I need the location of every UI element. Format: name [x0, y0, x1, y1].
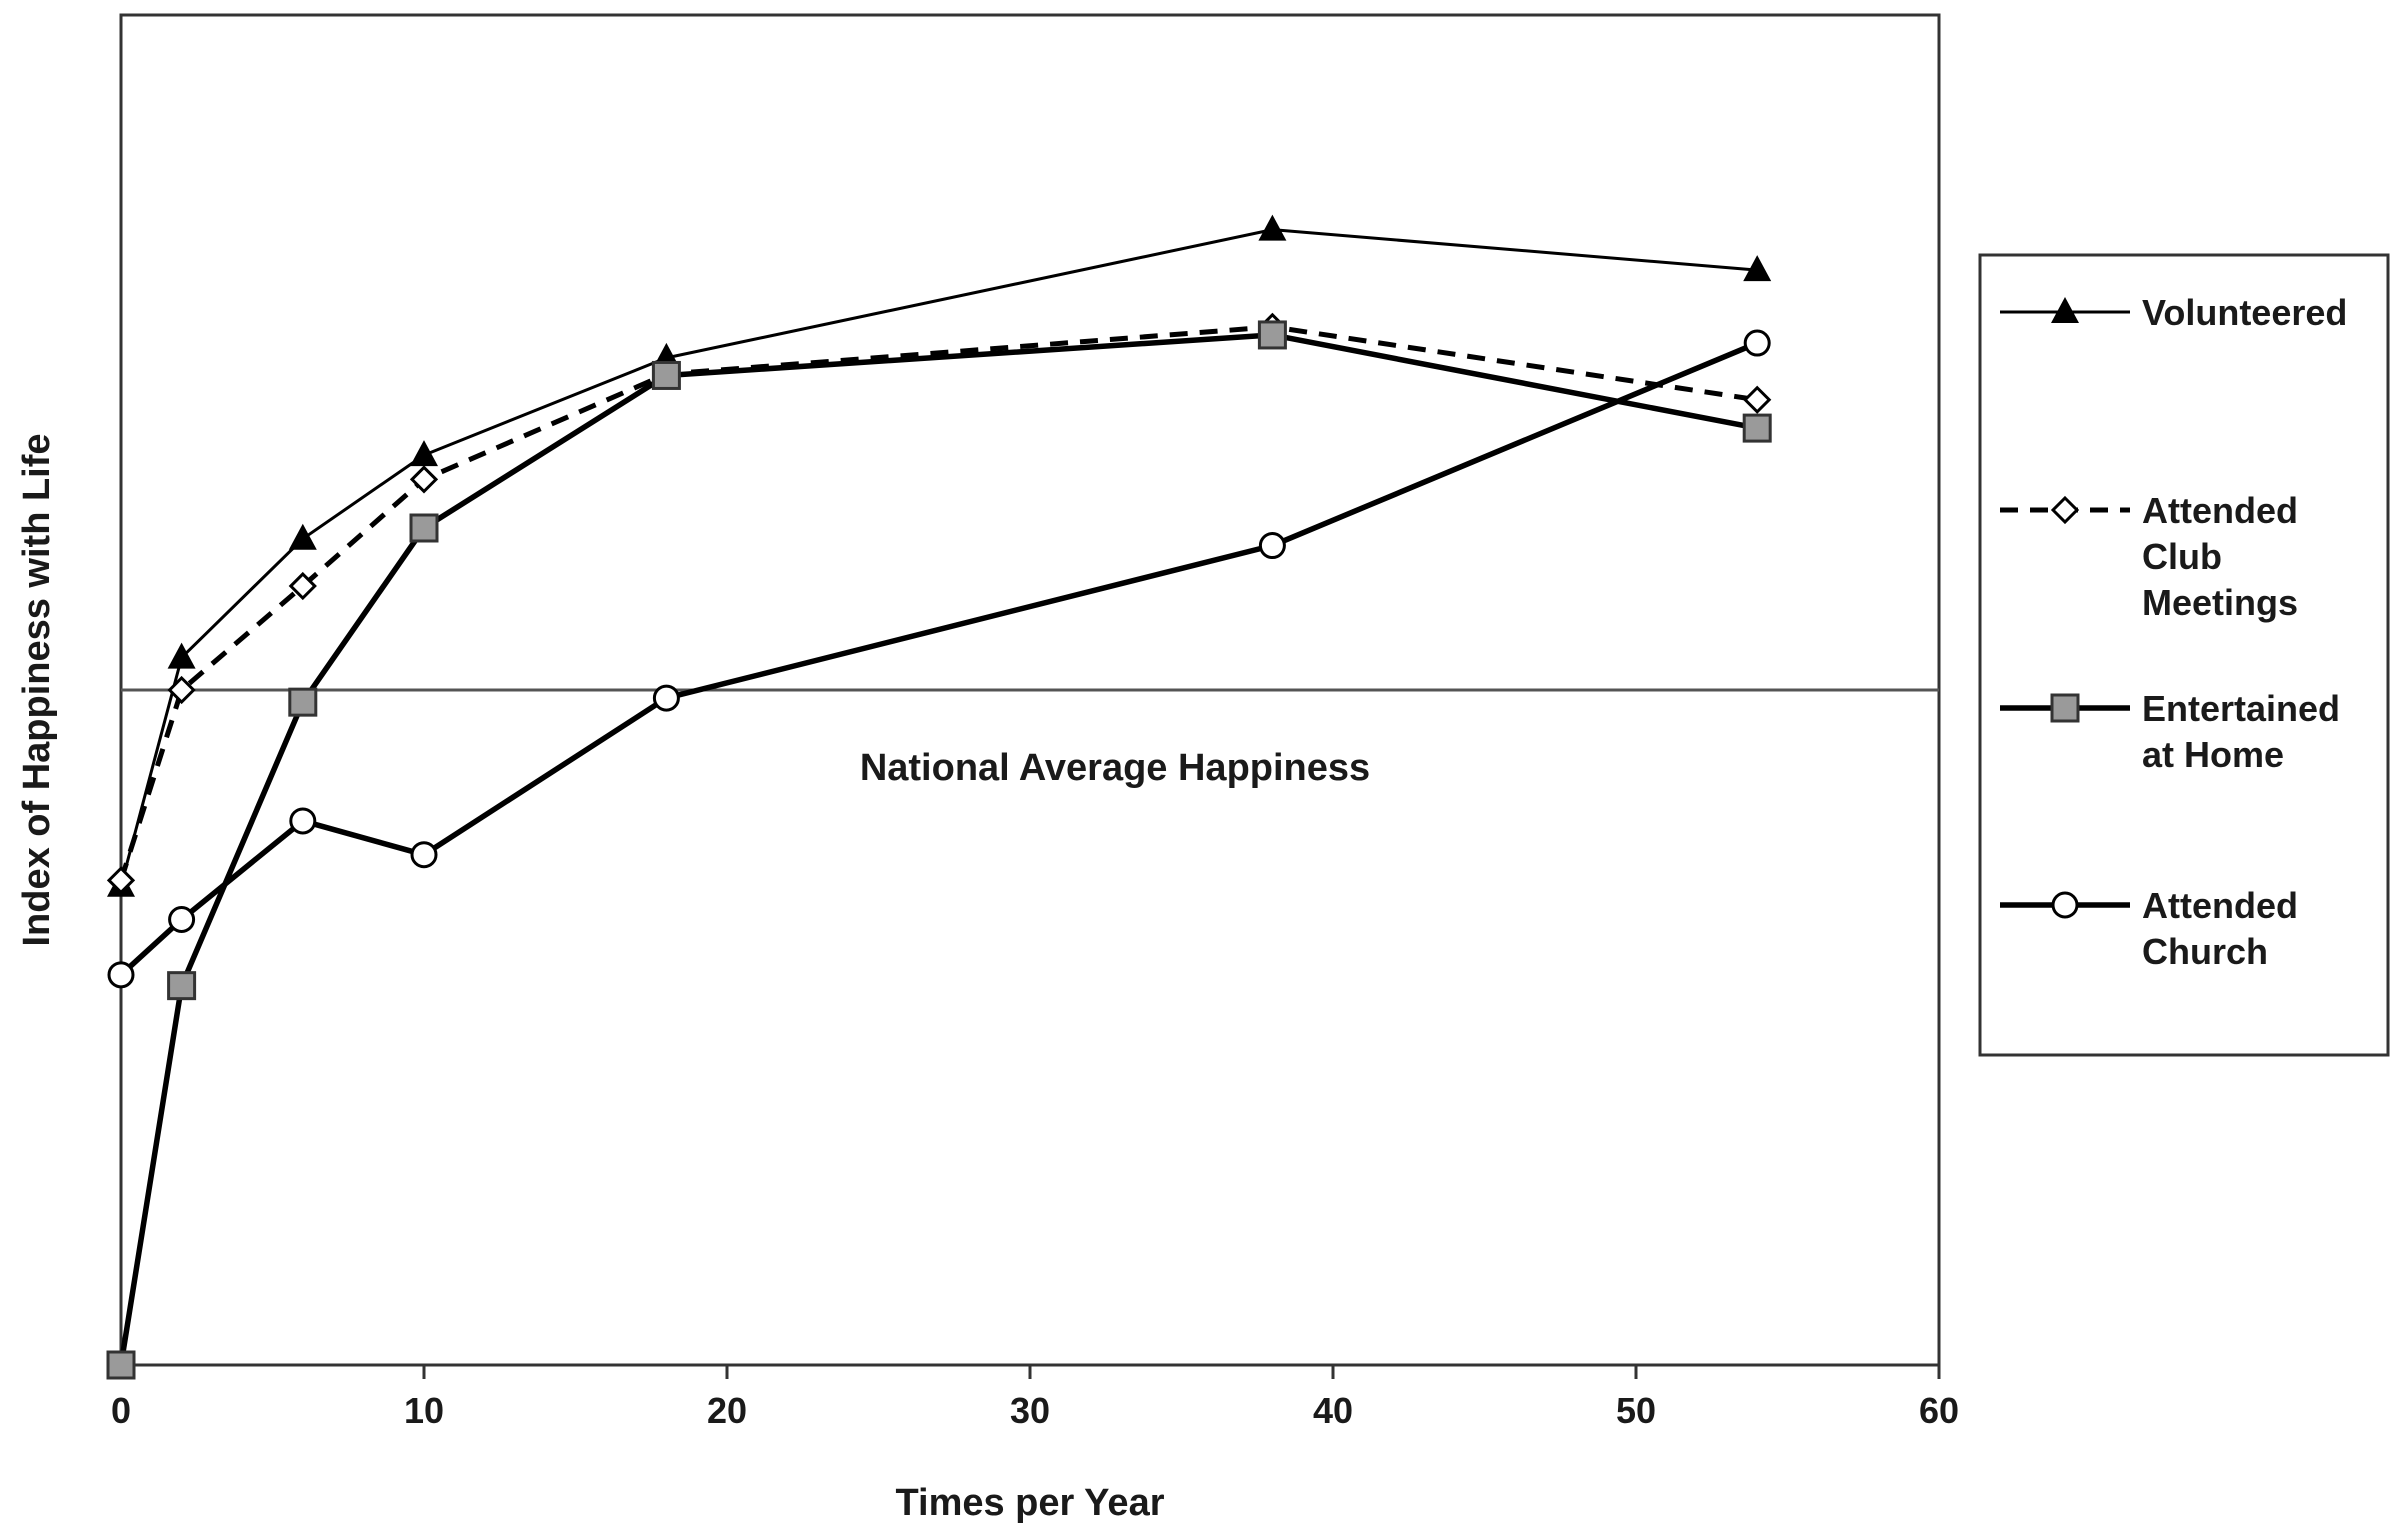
legend: Volunteered Attended Club Meetings Entertain…: [1978, 253, 2390, 1057]
national-average-label: National Average Happiness: [860, 747, 1370, 789]
data-point: [1742, 413, 1772, 443]
data-point: [288, 687, 318, 717]
data-point: [289, 807, 317, 835]
legend-items: Volunteered Attended Club Meetings Entertain…: [2000, 292, 2347, 972]
legend-swatch-marker: [2050, 693, 2080, 723]
legend-box: [1978, 253, 2390, 1057]
reference-line-group: National Average Happiness: [121, 688, 1939, 789]
data-point: [1258, 214, 1287, 241]
x-tick-label: 0: [111, 1390, 131, 1431]
data-point: [106, 1350, 136, 1380]
legend-label: Entertained at Home: [2142, 688, 2340, 775]
data-point: [1257, 320, 1287, 350]
data-point: [409, 513, 439, 543]
data-point: [1743, 329, 1771, 357]
data-point: [288, 523, 317, 550]
legend-item-volunteered: Volunteered: [2000, 292, 2347, 333]
series-layer: [106, 214, 1772, 1380]
data-point: [1258, 532, 1286, 560]
legend-label: Attended Club Meetings: [2142, 490, 2298, 623]
data-point: [107, 961, 135, 989]
x-axis-title: Times per Year: [895, 1482, 1164, 1523]
data-point: [651, 360, 681, 390]
x-tick-label: 30: [1010, 1390, 1050, 1431]
data-point: [106, 866, 136, 895]
x-tick-label: 60: [1919, 1390, 1959, 1431]
data-point: [410, 841, 438, 869]
legend-swatch-marker: [2051, 297, 2079, 323]
legend-swatch-marker: [2050, 495, 2080, 525]
x-tick-label: 40: [1313, 1390, 1353, 1431]
legend-item-attended-club-meetings: Attended Club Meetings: [2000, 490, 2298, 623]
x-tick-label: 20: [707, 1390, 747, 1431]
x-axis: 0 10 20 30 40 50 60: [111, 1365, 1959, 1431]
legend-item-entertained-at-home: Entertained at Home: [2000, 688, 2340, 775]
data-point: [652, 684, 680, 712]
data-point: [1743, 385, 1772, 414]
legend-swatch-marker: [2051, 891, 2079, 919]
legend-item-attended-church: Attended Church: [2000, 885, 2298, 972]
data-point: [288, 571, 317, 601]
y-axis-title: Index of Happiness with Life: [16, 433, 58, 946]
data-point: [167, 675, 196, 705]
data-point: [410, 440, 438, 467]
data-point: [167, 642, 196, 669]
x-tick-label: 50: [1616, 1390, 1656, 1431]
data-point: [168, 906, 196, 933]
series-attended-church: [107, 329, 1771, 989]
data-point: [167, 971, 197, 1001]
legend-label: Volunteered: [2142, 292, 2347, 333]
data-point: [409, 465, 439, 494]
x-tick-label: 10: [404, 1390, 444, 1431]
data-point: [1743, 255, 1772, 282]
series-entertained-at-home: [106, 320, 1772, 1380]
legend-label: Attended Church: [2142, 885, 2298, 972]
